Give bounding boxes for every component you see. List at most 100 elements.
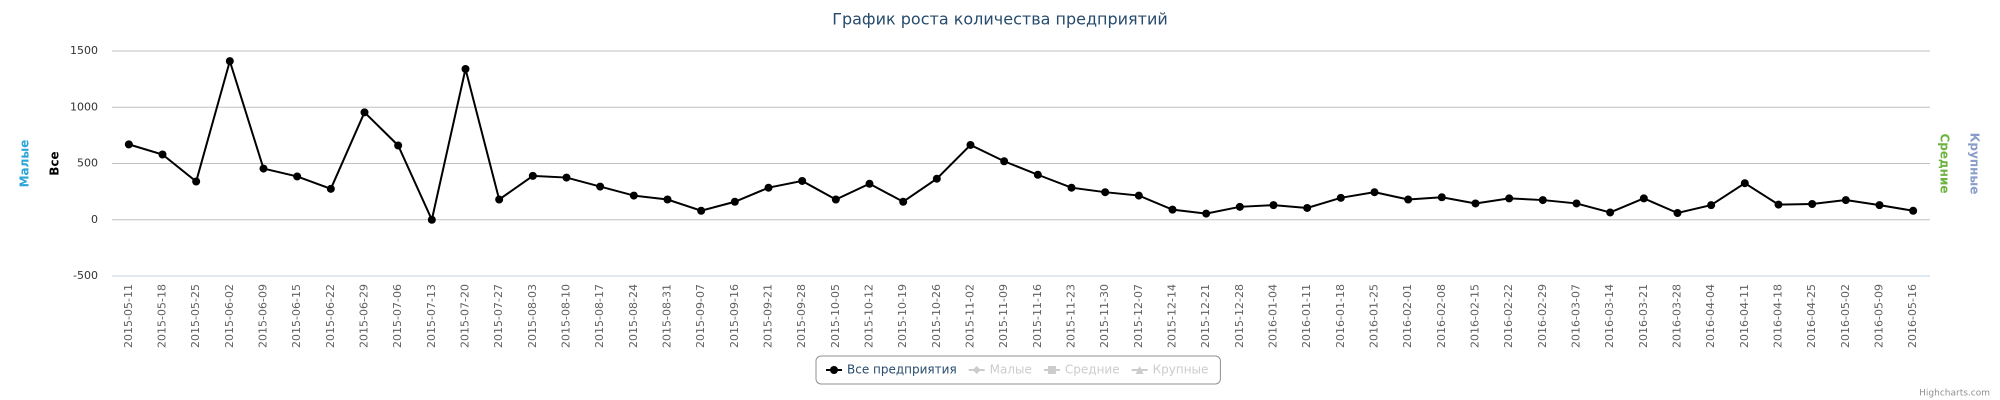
point <box>1774 200 1783 209</box>
x-tick-label: 2016-03-21 <box>1637 284 1650 348</box>
x-tick-label: 2015-10-05 <box>829 284 842 348</box>
x-tick-label: 2015-06-15 <box>290 284 303 348</box>
point <box>1168 205 1177 214</box>
point <box>1000 157 1009 166</box>
point <box>158 150 167 159</box>
point <box>1437 193 1446 202</box>
y-axis-title: Средние <box>1938 133 1952 193</box>
y-axis-title: Малые <box>18 140 32 188</box>
point <box>1841 196 1850 205</box>
x-tick-label: 2016-01-04 <box>1267 284 1280 348</box>
x-tick-label: 2015-09-16 <box>728 284 741 348</box>
legend-item[interactable]: Средние <box>1065 363 1120 377</box>
x-tick-label: 2015-05-18 <box>156 284 169 348</box>
point <box>1875 201 1884 210</box>
x-tick-label: 2015-08-31 <box>661 284 674 348</box>
point <box>899 197 908 206</box>
point <box>1303 203 1312 212</box>
x-tick-label: 2015-12-28 <box>1233 284 1246 348</box>
legend-symbol <box>972 366 981 374</box>
x-tick-label: 2015-07-20 <box>459 284 472 348</box>
point <box>596 182 605 191</box>
x-tick-label: 2015-07-13 <box>425 284 438 348</box>
x-tick-label: 2016-01-25 <box>1368 284 1381 348</box>
y-tick-label: 1500 <box>70 44 98 57</box>
x-tick-label: 2015-05-11 <box>122 284 135 348</box>
y-tick-label: 500 <box>77 157 98 170</box>
y-axis-title: Крупные <box>1968 133 1982 195</box>
point <box>764 183 773 192</box>
point <box>1134 191 1143 200</box>
x-tick-label: 2015-12-14 <box>1166 284 1179 348</box>
point <box>1538 196 1547 205</box>
point <box>562 173 571 182</box>
legend-item[interactable]: Малые <box>990 363 1032 377</box>
point <box>1673 209 1682 217</box>
x-tick-label: 2015-09-28 <box>795 284 808 348</box>
x-tick-label: 2016-05-16 <box>1906 284 1919 348</box>
x-tick-label: 2015-11-23 <box>1065 284 1078 348</box>
x-tick-label: 2015-10-12 <box>863 284 876 348</box>
x-tick-label: 2016-02-15 <box>1469 284 1482 348</box>
x-tick-label: 2016-04-25 <box>1805 284 1818 348</box>
point <box>124 140 133 149</box>
point <box>1740 179 1749 188</box>
credits[interactable]: Highcharts.com <box>1919 389 1990 399</box>
point <box>932 174 941 183</box>
point <box>1808 200 1817 208</box>
legend-item[interactable]: Крупные <box>1153 363 1209 377</box>
x-tick-label: 2015-12-21 <box>1199 284 1212 348</box>
point <box>1370 188 1379 197</box>
point <box>1336 193 1345 202</box>
x-tick-label: 2016-01-11 <box>1300 284 1313 348</box>
x-tick-label: 2015-10-26 <box>930 284 943 348</box>
point <box>461 65 470 73</box>
x-tick-label: 2016-03-28 <box>1671 284 1684 348</box>
chart-title: График роста количества предприятий <box>832 10 1168 29</box>
point <box>1269 201 1278 210</box>
point <box>1471 199 1480 208</box>
x-tick-label: 2015-10-19 <box>896 284 909 348</box>
x-tick-label: 2016-02-29 <box>1536 284 1549 348</box>
x-tick-label: 2015-06-29 <box>358 284 371 348</box>
point <box>1606 208 1615 217</box>
x-tick-label: 2015-12-07 <box>1132 284 1145 348</box>
point <box>1235 202 1244 211</box>
x-tick-label: 2015-11-16 <box>1031 284 1044 348</box>
x-tick-label: 2016-05-02 <box>1839 284 1852 348</box>
point <box>528 171 537 180</box>
x-tick-label: 2016-02-08 <box>1435 284 1448 348</box>
point <box>360 108 369 117</box>
x-tick-label: 2015-11-02 <box>964 284 977 348</box>
point <box>798 176 807 185</box>
x-tick-label: 2015-09-21 <box>762 284 775 348</box>
legend-item[interactable]: Все предприятия <box>847 363 957 377</box>
x-tick-label: 2016-04-04 <box>1704 284 1717 348</box>
point <box>1572 199 1581 208</box>
point <box>259 164 268 173</box>
point <box>663 195 672 204</box>
legend-symbol <box>1047 366 1056 374</box>
point <box>730 197 739 206</box>
point <box>1404 195 1413 204</box>
x-tick-label: 2016-04-11 <box>1738 284 1751 348</box>
point <box>1067 183 1076 192</box>
x-tick-label: 2015-07-06 <box>391 284 404 348</box>
x-tick-label: 2015-08-10 <box>560 284 573 348</box>
point <box>1909 206 1918 215</box>
x-tick-label: 2016-03-07 <box>1570 284 1583 348</box>
x-tick-label: 2015-06-09 <box>257 284 270 348</box>
x-tick-label: 2015-11-09 <box>997 284 1010 348</box>
x-tick-label: 2015-08-03 <box>526 284 539 348</box>
y-tick-label: 0 <box>91 213 98 226</box>
point <box>394 141 403 150</box>
point <box>1202 209 1211 218</box>
x-tick-label: 2015-06-22 <box>324 284 337 348</box>
y-tick-label: -500 <box>73 269 98 282</box>
x-tick-label: 2015-11-30 <box>1098 284 1111 348</box>
x-tick-label: 2015-06-02 <box>223 284 236 348</box>
x-tick-label: 2015-05-25 <box>189 284 202 348</box>
point <box>831 195 840 204</box>
point <box>1639 194 1648 203</box>
